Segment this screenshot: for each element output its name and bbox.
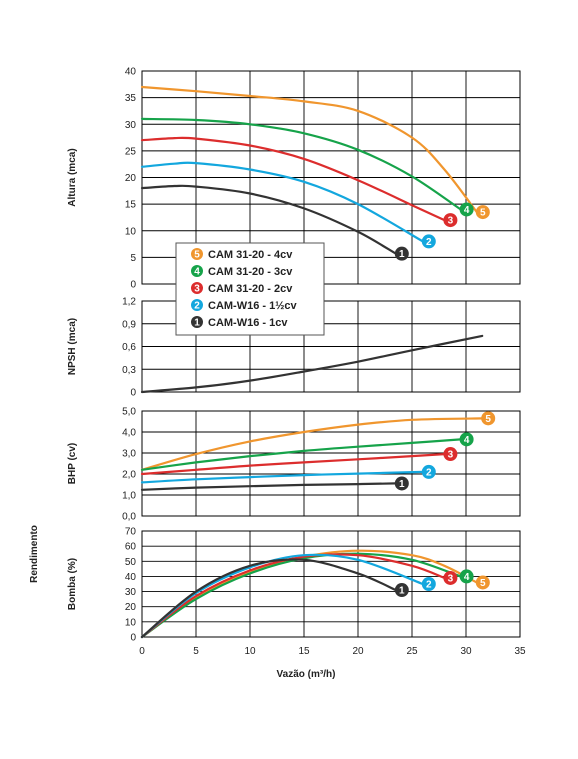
y-axis-title-altura: Altura (mca): [67, 148, 78, 206]
y-axis-title-rendimento: Bomba (%): [67, 558, 78, 610]
y-tick-label: 4,0: [122, 428, 136, 439]
y-tick-label: 0,0: [122, 512, 136, 523]
legend-label-4: CAM 31-20 - 3cv: [208, 266, 293, 278]
series-badge-bhp-1: 1: [395, 476, 409, 490]
legend-badge-number-3: 3: [194, 284, 200, 295]
y-tick-label: 50: [125, 557, 137, 568]
y-tick-label: 2,0: [122, 470, 136, 481]
y-tick-label: 30: [125, 587, 137, 598]
series-badge-number: 1: [399, 249, 405, 260]
series-line-npsh-npsh: [142, 336, 482, 392]
y-tick-label: 10: [125, 226, 137, 237]
x-tick-label: 0: [139, 646, 145, 657]
y-tick-label: 40: [125, 67, 137, 78]
y-tick-label: 35: [125, 93, 137, 104]
series-badge-altura-3: 3: [443, 213, 457, 227]
series-badge-number: 5: [485, 414, 491, 425]
legend-badge-number-2: 2: [194, 301, 200, 312]
legend-label-1: CAM-W16 - 1cv: [208, 317, 288, 329]
x-tick-label: 35: [514, 646, 526, 657]
series-badge-altura-2: 2: [422, 234, 436, 248]
y-tick-label: 30: [125, 120, 137, 131]
x-tick-label: 5: [193, 646, 199, 657]
series-badge-number: 4: [464, 572, 470, 583]
series-line-bhp-2: [142, 472, 423, 483]
series-badge-bhp-3: 3: [443, 447, 457, 461]
y-tick-label: 20: [125, 602, 137, 613]
series-badge-number: 1: [399, 479, 405, 490]
series-badge-bhp-5: 5: [481, 411, 495, 425]
legend-label-3: CAM 31-20 - 2cv: [208, 283, 293, 295]
y-tick-label: 15: [125, 200, 137, 211]
y-tick-label: 5,0: [122, 407, 136, 418]
y-tick-label: 70: [125, 527, 137, 538]
series-badge-number: 1: [399, 586, 405, 597]
x-tick-label: 25: [406, 646, 418, 657]
y-axis-title-bhp: BHP (cv): [67, 443, 78, 485]
y-tick-label: 0,9: [122, 319, 136, 330]
legend-label-2: CAM-W16 - 1½cv: [208, 300, 298, 312]
panel-frame: [142, 531, 520, 637]
series-line-rendimento-2: [142, 555, 423, 637]
series-badge-number: 5: [480, 208, 486, 219]
series-badge-number: 3: [448, 450, 454, 461]
series-line-altura-4: [142, 119, 461, 209]
y-tick-label: 20: [125, 173, 137, 184]
series-badge-number: 5: [480, 578, 486, 589]
legend-badge-number-5: 5: [194, 250, 200, 261]
y-tick-label: 10: [125, 617, 137, 628]
x-tick-label: 20: [352, 646, 364, 657]
series-badge-rendimento-1: 1: [395, 583, 409, 597]
series-badge-number: 3: [448, 573, 454, 584]
y-tick-label: 0,6: [122, 342, 136, 353]
x-tick-label: 15: [298, 646, 310, 657]
x-tick-label: 10: [244, 646, 256, 657]
y-tick-label: 3,0: [122, 449, 136, 460]
series-badge-number: 4: [464, 205, 470, 216]
series-badge-bhp-4: 4: [460, 432, 474, 446]
y-tick-label: 0: [130, 280, 136, 291]
y-tick-label: 1,2: [122, 297, 136, 308]
series-badge-number: 2: [426, 580, 432, 591]
y-axis-title-secondary: Rendimento: [29, 525, 40, 583]
y-tick-label: 1,0: [122, 491, 136, 502]
y-tick-label: 25: [125, 146, 137, 157]
y-tick-label: 60: [125, 542, 137, 553]
series-badge-bhp-2: 2: [422, 465, 436, 479]
series-badge-altura-5: 5: [476, 205, 490, 219]
series-badge-number: 3: [448, 216, 454, 227]
series-badge-altura-4: 4: [460, 202, 474, 216]
series-line-bhp-4: [142, 439, 461, 469]
series-badge-number: 4: [464, 435, 470, 446]
series-badge-altura-1: 1: [395, 247, 409, 261]
x-tick-label: 30: [460, 646, 472, 657]
y-tick-label: 40: [125, 572, 137, 583]
series-badge-rendimento-5: 5: [476, 575, 490, 589]
y-tick-label: 0: [130, 388, 136, 399]
legend-label-5: CAM 31-20 - 4cv: [208, 249, 293, 261]
panel-bhp: 0,0 1,0 2,0 3,0 4,0 5,0 BHP (cv) 5 43 2 1: [67, 407, 520, 523]
y-tick-label: 0: [130, 633, 136, 644]
series-badge-rendimento-2: 2: [422, 577, 436, 591]
series-badge-rendimento-3: 3: [443, 571, 457, 585]
series-badge-rendimento-4: 4: [460, 569, 474, 583]
legend-badge-number-4: 4: [194, 267, 200, 278]
panel-frame: [142, 411, 520, 516]
series-line-altura-5: [142, 87, 477, 212]
legend-badge-number-1: 1: [194, 318, 200, 329]
y-tick-label: 5: [130, 253, 136, 264]
legend: 5 CAM 31-20 - 4cv 4 CAM 31-20 - 3cv 3 CA…: [176, 243, 324, 335]
series-badge-number: 2: [426, 467, 432, 478]
x-axis-title: Vazão (m³/h): [277, 669, 336, 680]
series-badge-number: 2: [426, 237, 432, 248]
y-axis-title-npsh: NPSH (mca): [67, 318, 78, 375]
y-tick-label: 0,3: [122, 365, 136, 376]
